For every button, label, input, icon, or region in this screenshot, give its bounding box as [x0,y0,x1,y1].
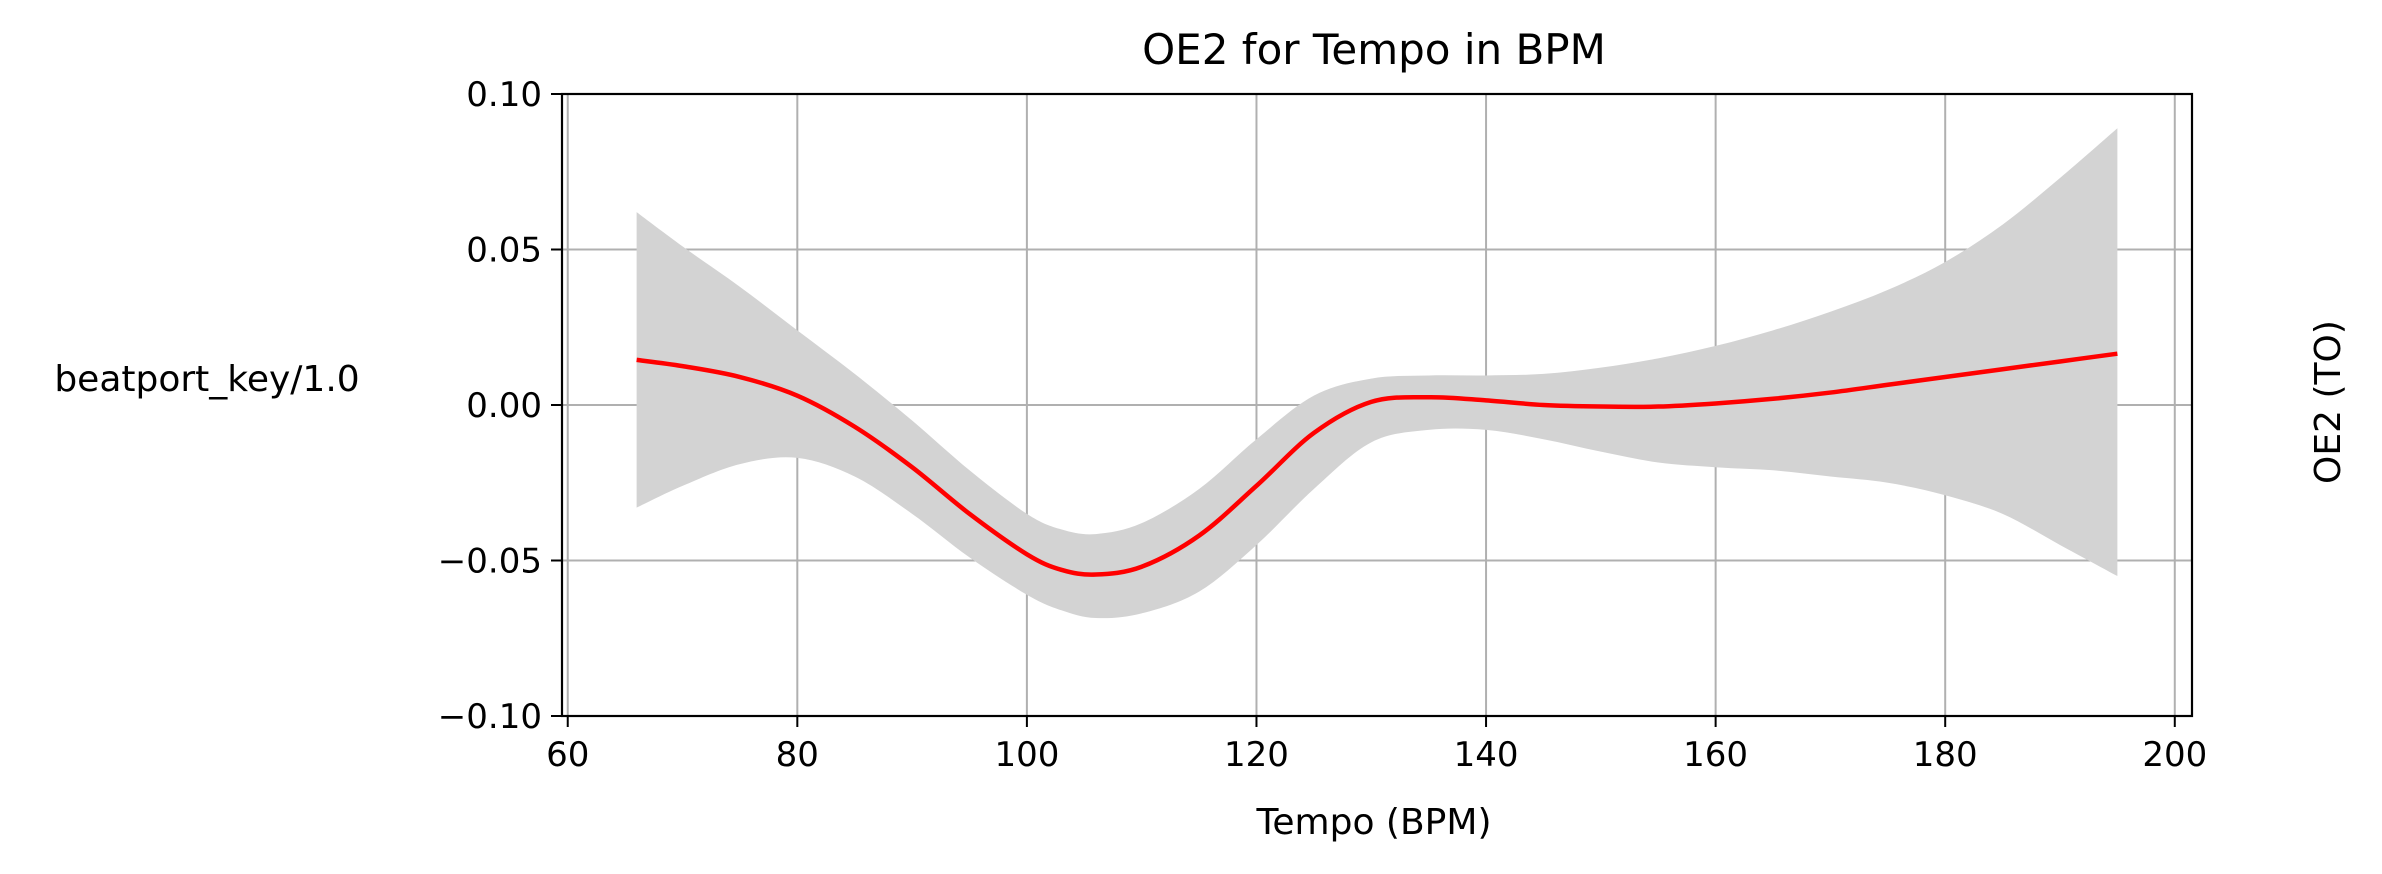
y-axis-label-right: OE2 (TO) [2308,320,2349,484]
x-tick-label: 200 [2142,735,2207,775]
y-tick-label: 0.10 [466,75,542,115]
y-tick-label: 0.05 [466,231,542,271]
confidence-band-area [636,128,2118,619]
x-tick-label: 80 [776,735,819,775]
series-line [636,351,2118,577]
x-tick-label: 160 [1683,735,1748,775]
x-tick-label: 100 [994,735,1059,775]
x-tick-label: 120 [1224,735,1289,775]
x-tick-label: 60 [546,735,589,775]
y-axis-ticks: −0.10 −0.05 0.00 0.05 0.10 [438,75,562,737]
y-tick-label: 0.00 [466,386,542,426]
y-tick-label: −0.10 [438,697,542,737]
x-tick-label: 140 [1454,735,1519,775]
y-axis-label: beatport_key/1.0 [54,359,359,400]
series-line-group [636,351,2118,577]
confidence-band [636,128,2118,619]
x-axis-ticks: 60 80 100 120 140 160 180 200 [546,716,2207,775]
x-tick-label: 180 [1913,735,1978,775]
chart-title: OE2 for Tempo in BPM [1142,25,1606,74]
x-axis-label: Tempo (BPM) [1256,802,1492,843]
y-tick-label: −0.05 [438,542,542,582]
